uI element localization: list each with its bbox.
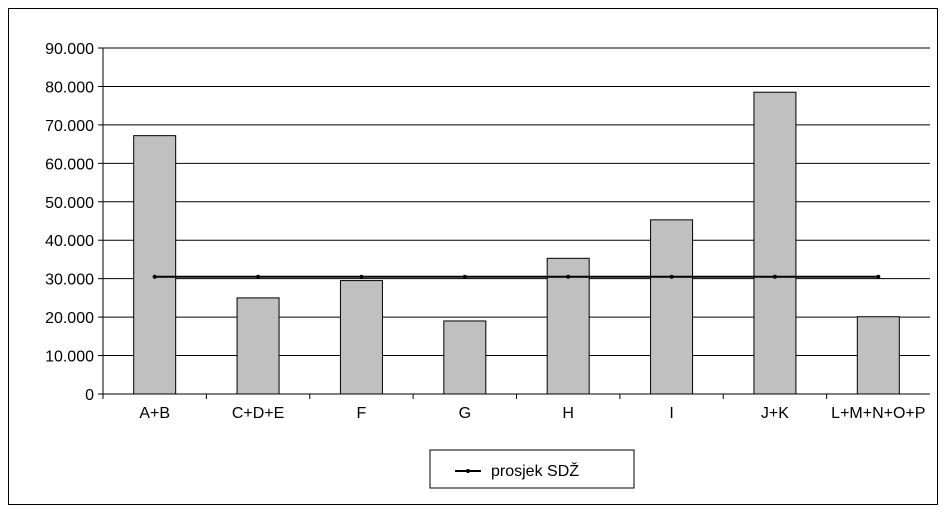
average-line-point — [772, 274, 777, 279]
y-tick-label: 40.000 — [45, 233, 94, 250]
legend-box — [429, 449, 635, 489]
average-line-point — [152, 274, 157, 279]
axes — [102, 48, 930, 395]
y-tick-label: 80.000 — [45, 79, 94, 96]
x-category-label: A+B — [139, 405, 170, 422]
y-tick-label: 0 — [85, 387, 94, 404]
bar — [443, 320, 487, 395]
bars — [133, 91, 900, 395]
bar — [236, 297, 280, 395]
y-tick-labels: 0 10.000 20.000 30.000 40.000 50.000 60.000 70.… — [45, 41, 103, 404]
bar — [650, 219, 694, 395]
x-category-label: L+M+N+O+P — [831, 405, 925, 422]
average-line — [152, 274, 881, 279]
x-category-label: J+K — [761, 405, 789, 422]
average-line-point — [566, 274, 571, 279]
y-tick-label: 10.000 — [45, 349, 94, 366]
average-line-point — [669, 274, 674, 279]
y-tick-label: 20.000 — [45, 310, 94, 327]
y-tick-label: 60.000 — [45, 156, 94, 173]
x-category-label: G — [459, 405, 471, 422]
legend: prosjek SDŽ — [429, 449, 635, 489]
average-line-point — [462, 274, 467, 279]
bar — [856, 316, 900, 395]
average-line-point — [876, 274, 881, 279]
bar — [133, 135, 177, 395]
y-tick-label: 70.000 — [45, 118, 94, 135]
average-line-point — [256, 274, 261, 279]
gridlines — [103, 47, 930, 357]
y-tick-label: 30.000 — [45, 272, 94, 289]
legend-label: prosjek SDŽ — [491, 461, 579, 480]
y-tick-label: 90.000 — [45, 41, 94, 58]
average-line-point — [359, 274, 364, 279]
x-category-label: C+D+E — [232, 405, 284, 422]
x-category-label: I — [669, 405, 673, 422]
legend-marker — [466, 469, 470, 473]
bar — [753, 91, 797, 395]
x-category-labels: A+B C+D+E F G H I J+K L+M+N+O+P — [102, 394, 925, 422]
y-tick-label: 50.000 — [45, 195, 94, 212]
x-category-label: F — [357, 405, 367, 422]
bar — [339, 280, 383, 395]
x-category-label: H — [562, 405, 574, 422]
